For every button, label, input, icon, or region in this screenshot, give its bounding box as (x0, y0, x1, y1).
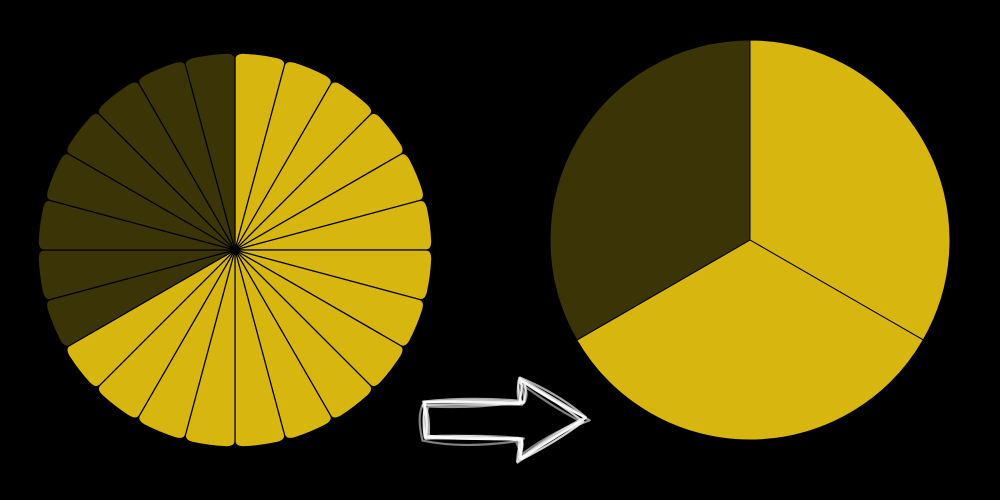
diagram-canvas (0, 0, 1000, 500)
right-pie (550, 40, 950, 440)
